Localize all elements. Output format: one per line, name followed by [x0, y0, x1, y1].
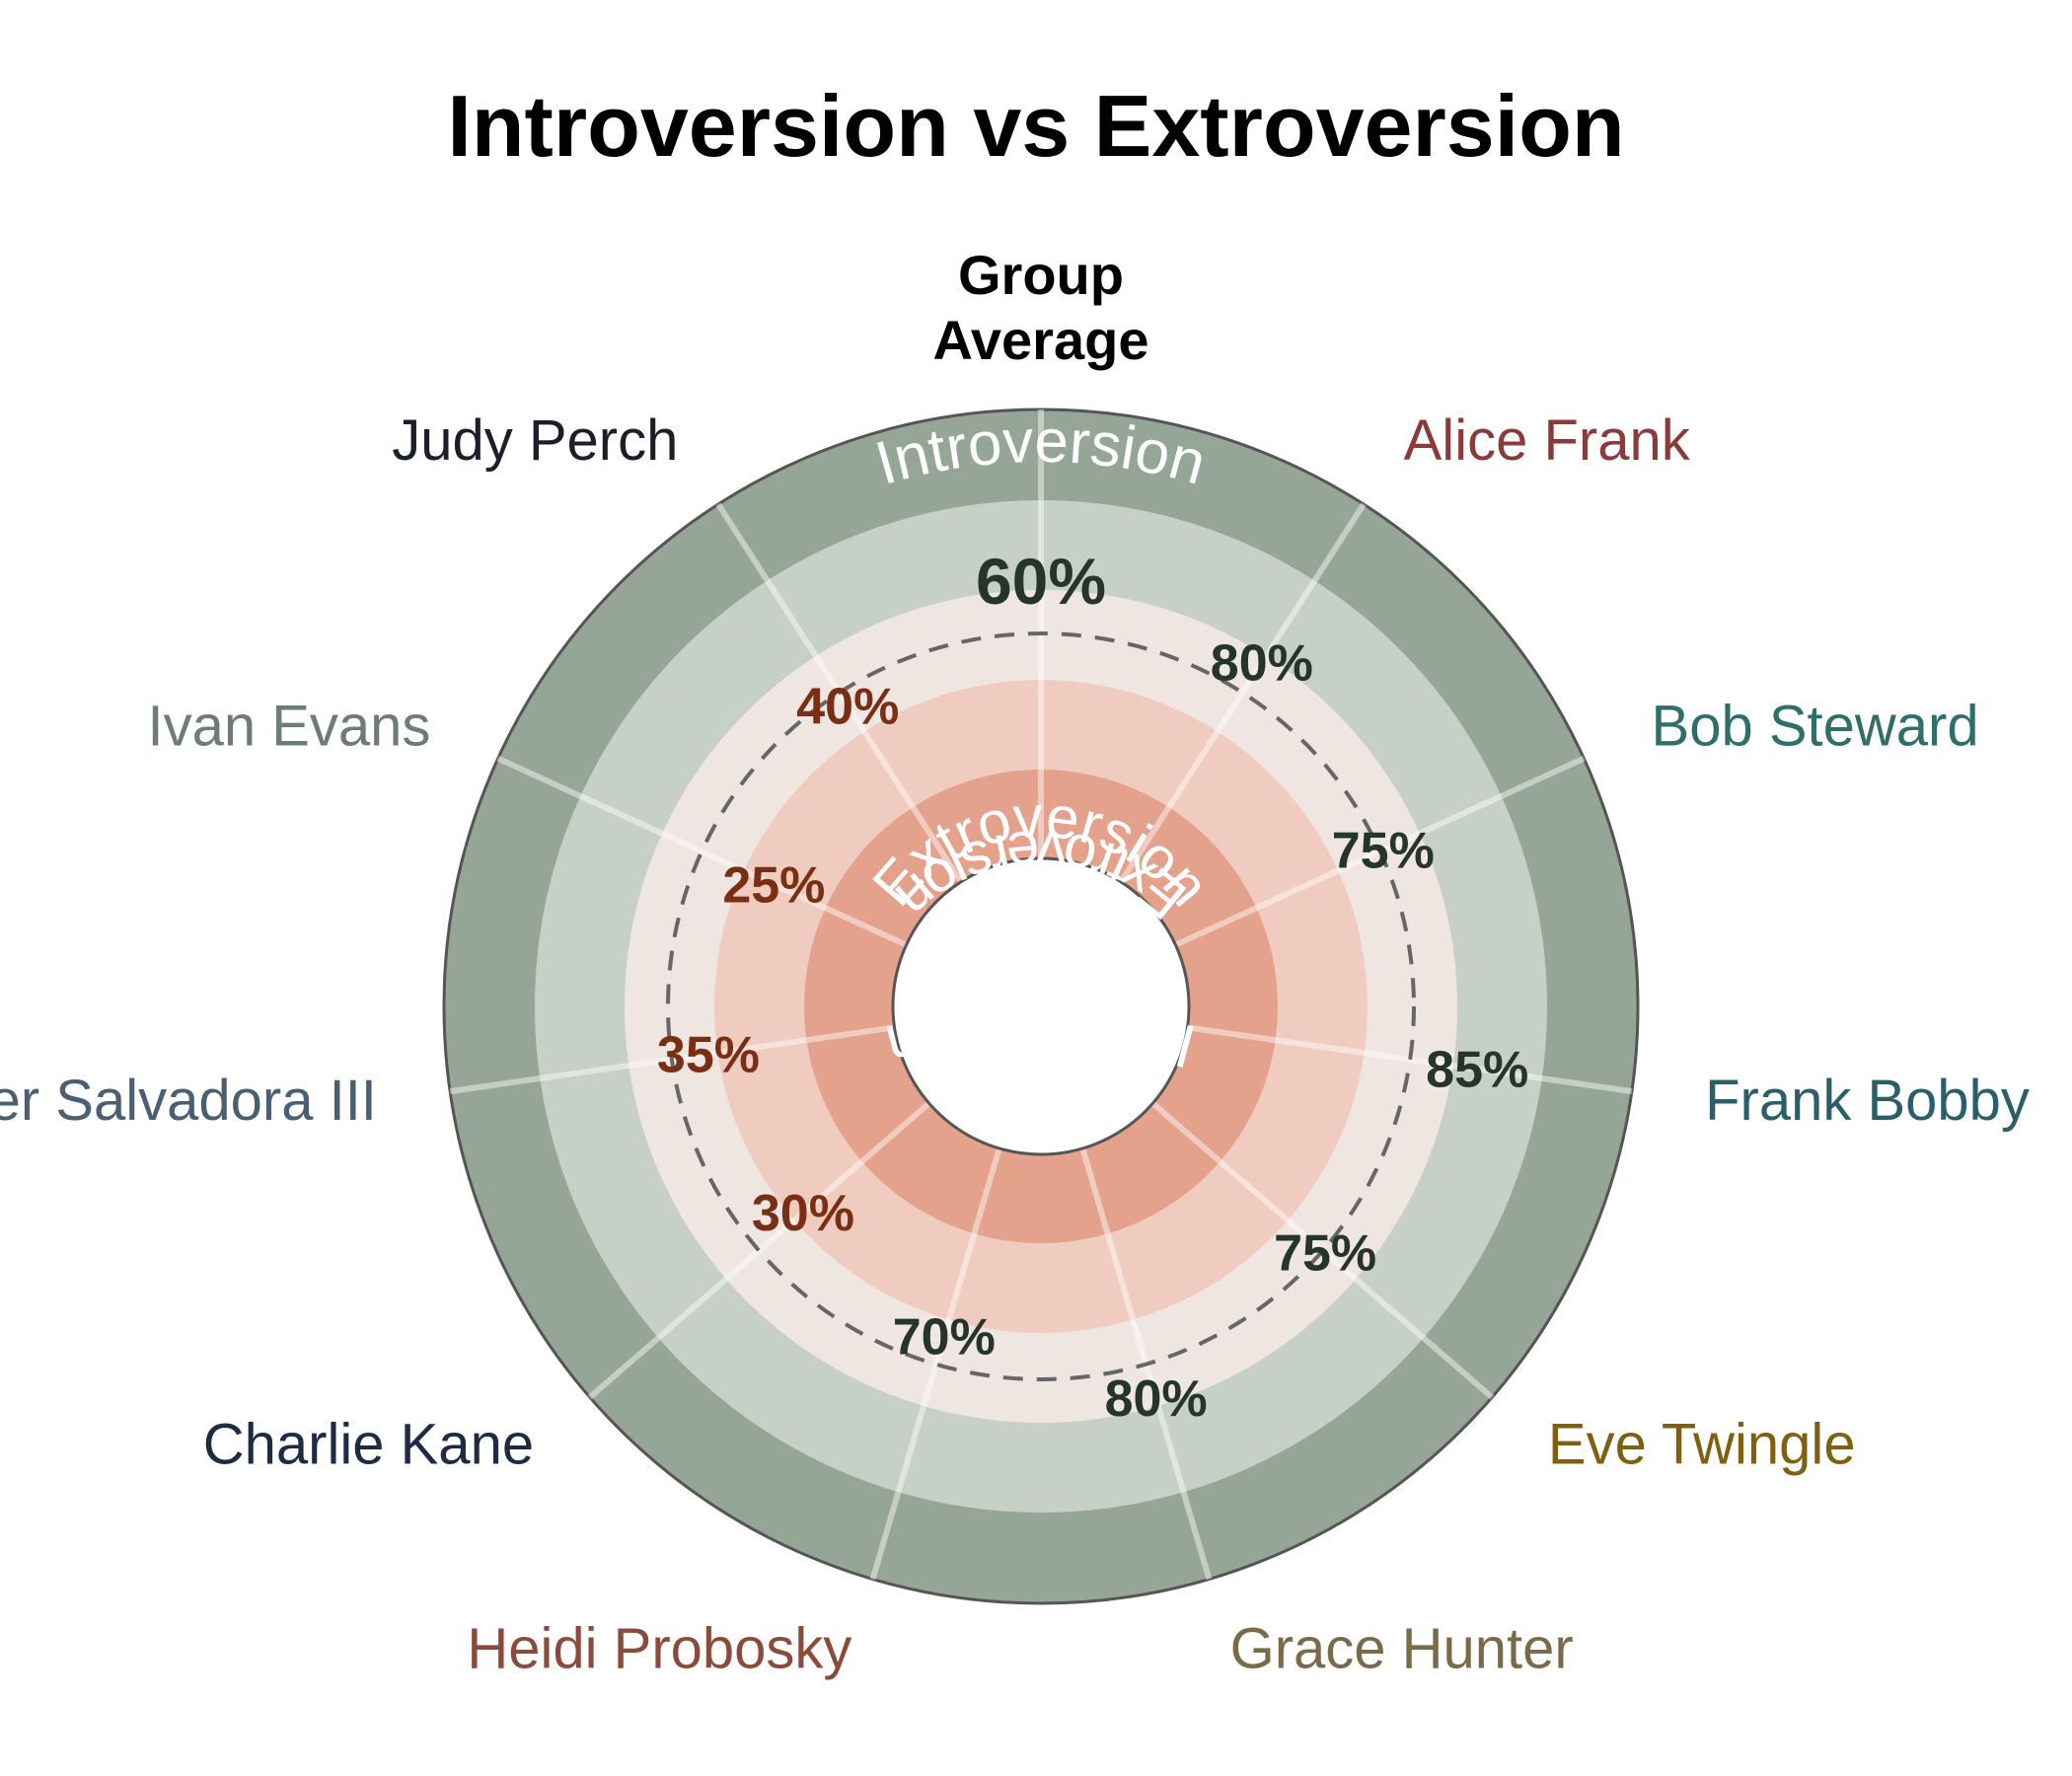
member-name-bob-steward: Bob Steward [1652, 695, 1979, 759]
member-name-judy-perch: Judy Perch [392, 408, 678, 473]
member-name-ivan-evans: Ivan Evans [147, 695, 430, 759]
member-name-alice-frank: Alice Frank [1404, 408, 1691, 473]
radial-divider [1150, 1100, 1495, 1400]
member-value-ivan-evans: 25% [722, 856, 825, 914]
radial-divider [496, 755, 908, 948]
radial-divider [869, 1147, 1002, 1581]
member-value-alice-frank: 80% [1211, 635, 1313, 693]
group-average-value: 60% [976, 545, 1106, 618]
member-name-grace-hunter: Grace Hunter [1230, 1616, 1574, 1680]
member-value-heidi-probosky: 70% [893, 1308, 996, 1366]
group-average-title-line: Group [958, 244, 1124, 306]
member-name-heidi-probosky: Heidi Probosky [467, 1616, 851, 1680]
radial-divider [587, 1100, 931, 1400]
member-value-judy-perch: 40% [796, 678, 899, 735]
outer-ring-border [442, 407, 1640, 1605]
member-value-frank-bobby: 85% [1426, 1042, 1528, 1099]
member-name-peter-salvadora-iii: Peter Salvadora III [0, 1069, 377, 1133]
member-name-eve-twingle: Eve Twingle [1548, 1412, 1856, 1476]
center-hole [891, 856, 1191, 1156]
group-average-title-line: Average [933, 309, 1149, 371]
radial-divider [1187, 1024, 1633, 1095]
member-name-frank-bobby: Frank Bobby [1705, 1069, 2030, 1133]
member-value-charlie-kane: 30% [752, 1185, 854, 1242]
group-average-title: Group Average [933, 244, 1149, 371]
member-value-bob-steward: 75% [1332, 823, 1435, 880]
member-value-grace-hunter: 80% [1105, 1370, 1208, 1428]
member-name-charlie-kane: Charlie Kane [203, 1412, 534, 1476]
chart-title: Introversion vs Extroversion [447, 77, 1624, 175]
member-value-peter-salvadora-iii: 35% [657, 1026, 760, 1083]
radial-divider [1118, 502, 1367, 884]
member-value-eve-twingle: 75% [1274, 1225, 1376, 1283]
group-average-circle [666, 631, 1416, 1381]
